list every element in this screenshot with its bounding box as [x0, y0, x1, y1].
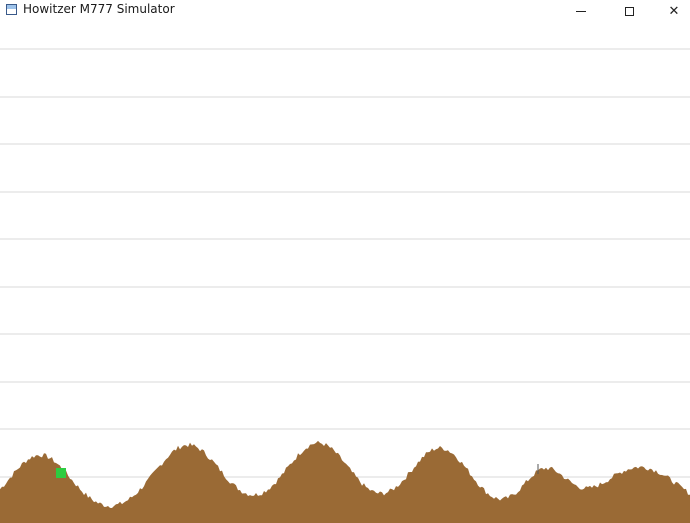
howitzer-marker[interactable]: [56, 468, 66, 478]
minimize-icon: [576, 10, 586, 12]
title-bar[interactable]: Howitzer M777 Simulator ✕: [0, 0, 690, 22]
close-icon: ✕: [668, 3, 680, 19]
maximize-button[interactable]: [606, 0, 652, 22]
close-button[interactable]: ✕: [651, 0, 690, 22]
maximize-icon: [624, 6, 634, 16]
terrain-profile: [0, 440, 690, 523]
terrain-view: [0, 48, 690, 523]
simulation-canvas[interactable]: [0, 22, 690, 523]
minimize-button[interactable]: [558, 0, 604, 22]
app-window-icon: [6, 4, 17, 15]
window-title: Howitzer M777 Simulator: [23, 2, 175, 16]
